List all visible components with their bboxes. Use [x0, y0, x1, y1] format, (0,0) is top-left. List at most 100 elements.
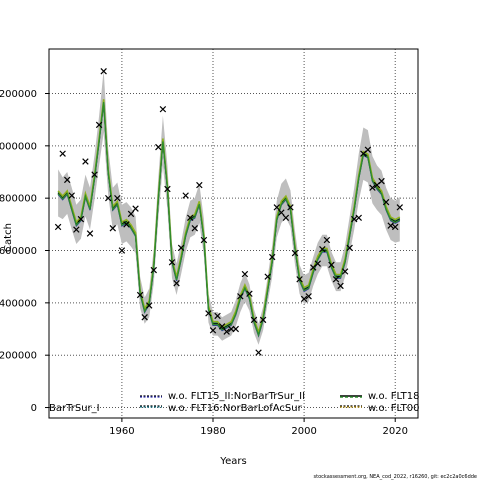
observed-catch-point: [241, 270, 249, 278]
observed-catch-point: [123, 221, 130, 228]
observed-catch-point: [305, 293, 312, 300]
confidence-band: [58, 69, 400, 345]
legend-entry-flt16: w.o. FLT16:NorBarLofAcSur: [168, 403, 303, 414]
observed-catch-point: [164, 185, 171, 193]
observed-catch-point: [196, 181, 203, 189]
observed-catch-point: [332, 276, 340, 283]
y-tick-label: 800000: [0, 194, 37, 205]
observed-catch-point: [223, 328, 230, 335]
y-tick-label: 200000: [0, 351, 37, 362]
observed-catch-point: [300, 295, 308, 303]
observed-catch-point: [159, 105, 167, 113]
observed-catch-point: [177, 244, 185, 252]
observed-catch-point: [341, 268, 349, 275]
observed-catch-point: [68, 192, 76, 199]
estimate-line-blue: [57, 102, 401, 338]
x-axis-ticks: 1960 1980 2000 2020: [109, 418, 408, 437]
observed-catch-markers: [54, 68, 404, 356]
observed-catch-point: [54, 223, 62, 231]
x-axis-label: Years: [219, 456, 246, 467]
observed-catch-point: [141, 314, 148, 321]
x-tick-label: 1960: [109, 426, 134, 437]
observed-catch-point: [282, 214, 290, 222]
observed-catch-point: [350, 215, 358, 223]
observed-catch-point: [77, 215, 85, 223]
observed-catch-point: [82, 158, 89, 165]
y-axis-ticks: 0 200000 400000 600000 800000 1000000 1200000: [0, 89, 49, 414]
x-tick-label: 2000: [291, 426, 316, 437]
observed-catch-point: [268, 253, 276, 261]
observed-catch-point: [250, 316, 258, 324]
y-axis-label: Catch: [3, 223, 14, 252]
observed-catch-point: [104, 194, 112, 202]
observed-catch-point: [291, 249, 299, 257]
observed-catch-point: [95, 121, 103, 129]
observed-catch-point: [314, 260, 322, 267]
legend-entry-clipped: BarTrSur_I: [49, 403, 100, 414]
observed-catch-point: [387, 222, 394, 229]
observed-catch-point: [145, 302, 153, 309]
observed-catch-point: [218, 323, 226, 330]
observed-catch-point: [232, 325, 240, 333]
observed-catch-point: [73, 226, 80, 233]
observed-catch-point: [396, 204, 404, 211]
legend: BarTrSur_I w.o. FLT15_II:NorBarTrSur_II …: [49, 391, 420, 414]
observed-catch-point: [264, 273, 271, 280]
legend-entry-flt18: w.o. FLT18: [368, 391, 420, 402]
observed-catch-point: [100, 68, 107, 75]
observed-catch-point: [173, 279, 180, 287]
estimate-line-black: [57, 101, 401, 337]
y-tick-label: 0: [31, 403, 37, 414]
observed-catch-point: [364, 146, 372, 153]
observed-catch-point: [391, 223, 399, 231]
legend-entry-flt00: w.o. FLT00: [368, 403, 420, 414]
observed-catch-point: [323, 236, 331, 244]
observed-catch-point: [200, 236, 208, 244]
y-tick-label: 1000000: [0, 141, 37, 152]
observed-catch-point: [382, 198, 390, 206]
x-tick-label: 1980: [200, 426, 225, 437]
observed-catch-point: [109, 225, 117, 232]
observed-catch-point: [296, 276, 303, 283]
observed-catch-point: [246, 290, 253, 297]
observed-catch-point: [346, 244, 353, 252]
observed-catch-point: [287, 204, 294, 211]
observed-catch-point: [63, 176, 71, 184]
observed-catch-point: [86, 230, 94, 237]
x-tick-label: 2020: [382, 426, 407, 437]
uncertainty-band: [58, 69, 400, 345]
observed-catch-point: [273, 204, 281, 211]
estimate-line-green: [57, 102, 401, 338]
observed-catch-point: [337, 282, 344, 290]
legend-entry-flt15: w.o. FLT15_II:NorBarTrSur_II: [168, 391, 305, 402]
observed-catch-point: [209, 327, 217, 334]
observed-catch-point: [378, 177, 385, 185]
plot-frame: [48, 48, 419, 419]
observed-catch-point: [127, 210, 135, 218]
observed-catch-point: [328, 261, 335, 269]
estimate-lines: [57, 99, 401, 338]
observed-catch-point: [278, 209, 285, 216]
observed-catch-point: [214, 312, 221, 320]
y-tick-label: 400000: [0, 298, 37, 309]
estimate-line-teal: [57, 100, 401, 336]
observed-catch-point: [136, 291, 144, 299]
observed-catch-point: [369, 184, 376, 191]
y-tick-label: 1200000: [0, 89, 37, 100]
observed-catch-point: [237, 293, 244, 300]
observed-catch-point: [182, 192, 189, 199]
observed-catch-point: [118, 247, 126, 254]
observed-catch-point: [150, 266, 158, 274]
observed-catch-point: [319, 245, 326, 253]
observed-catch-point: [168, 259, 176, 266]
observed-catch-point: [186, 214, 194, 222]
footer-credit: stockassessment.org, NEA_cod_2022, r1626…: [314, 474, 477, 480]
observed-catch-point: [205, 310, 212, 317]
observed-catch-point: [132, 205, 139, 212]
observed-catch-point: [259, 316, 267, 324]
y-tick-label: 600000: [0, 246, 37, 257]
observed-catch-point: [355, 214, 363, 222]
observed-catch-point: [91, 171, 98, 178]
observed-catch-point: [59, 150, 66, 157]
